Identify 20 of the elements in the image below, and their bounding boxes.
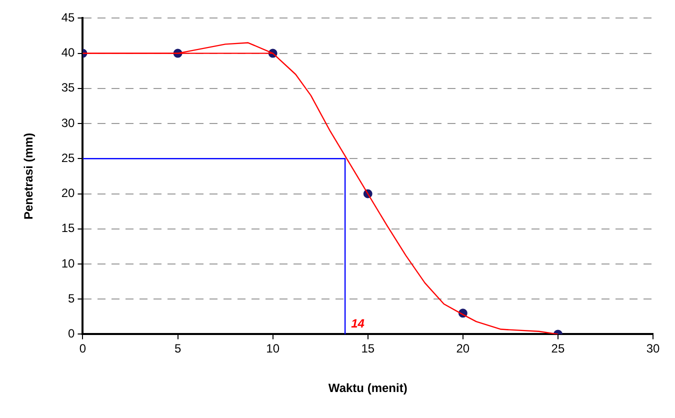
x-tick-label: 20 <box>456 342 470 356</box>
annotation: 14 <box>351 316 365 331</box>
x-tick-label: 25 <box>551 342 565 356</box>
y-tick-label: 20 <box>61 186 76 200</box>
y-tick-label: 10 <box>61 256 76 270</box>
y-tick-label: 0 <box>68 326 76 341</box>
x-tick-label: 10 <box>266 342 280 356</box>
y-tick-label: 15 <box>61 221 76 236</box>
y-axis-title: Penetrasi (mm) <box>22 132 36 220</box>
y-tick-label: 35 <box>61 80 76 95</box>
y-tick-label: 45 <box>61 10 76 25</box>
y-tick-label: 40 <box>61 46 76 60</box>
y-tick-label: 25 <box>61 150 76 165</box>
y-tick-label: 30 <box>61 116 76 130</box>
x-tick-label: 0 <box>79 342 86 356</box>
x-tick-label: 5 <box>174 342 182 356</box>
x-tick-label: 15 <box>361 342 375 356</box>
x-tick-label: 30 <box>646 342 660 356</box>
y-tick-label: 5 <box>68 291 76 306</box>
x-axis-title: Waktu (menit) <box>328 381 408 396</box>
